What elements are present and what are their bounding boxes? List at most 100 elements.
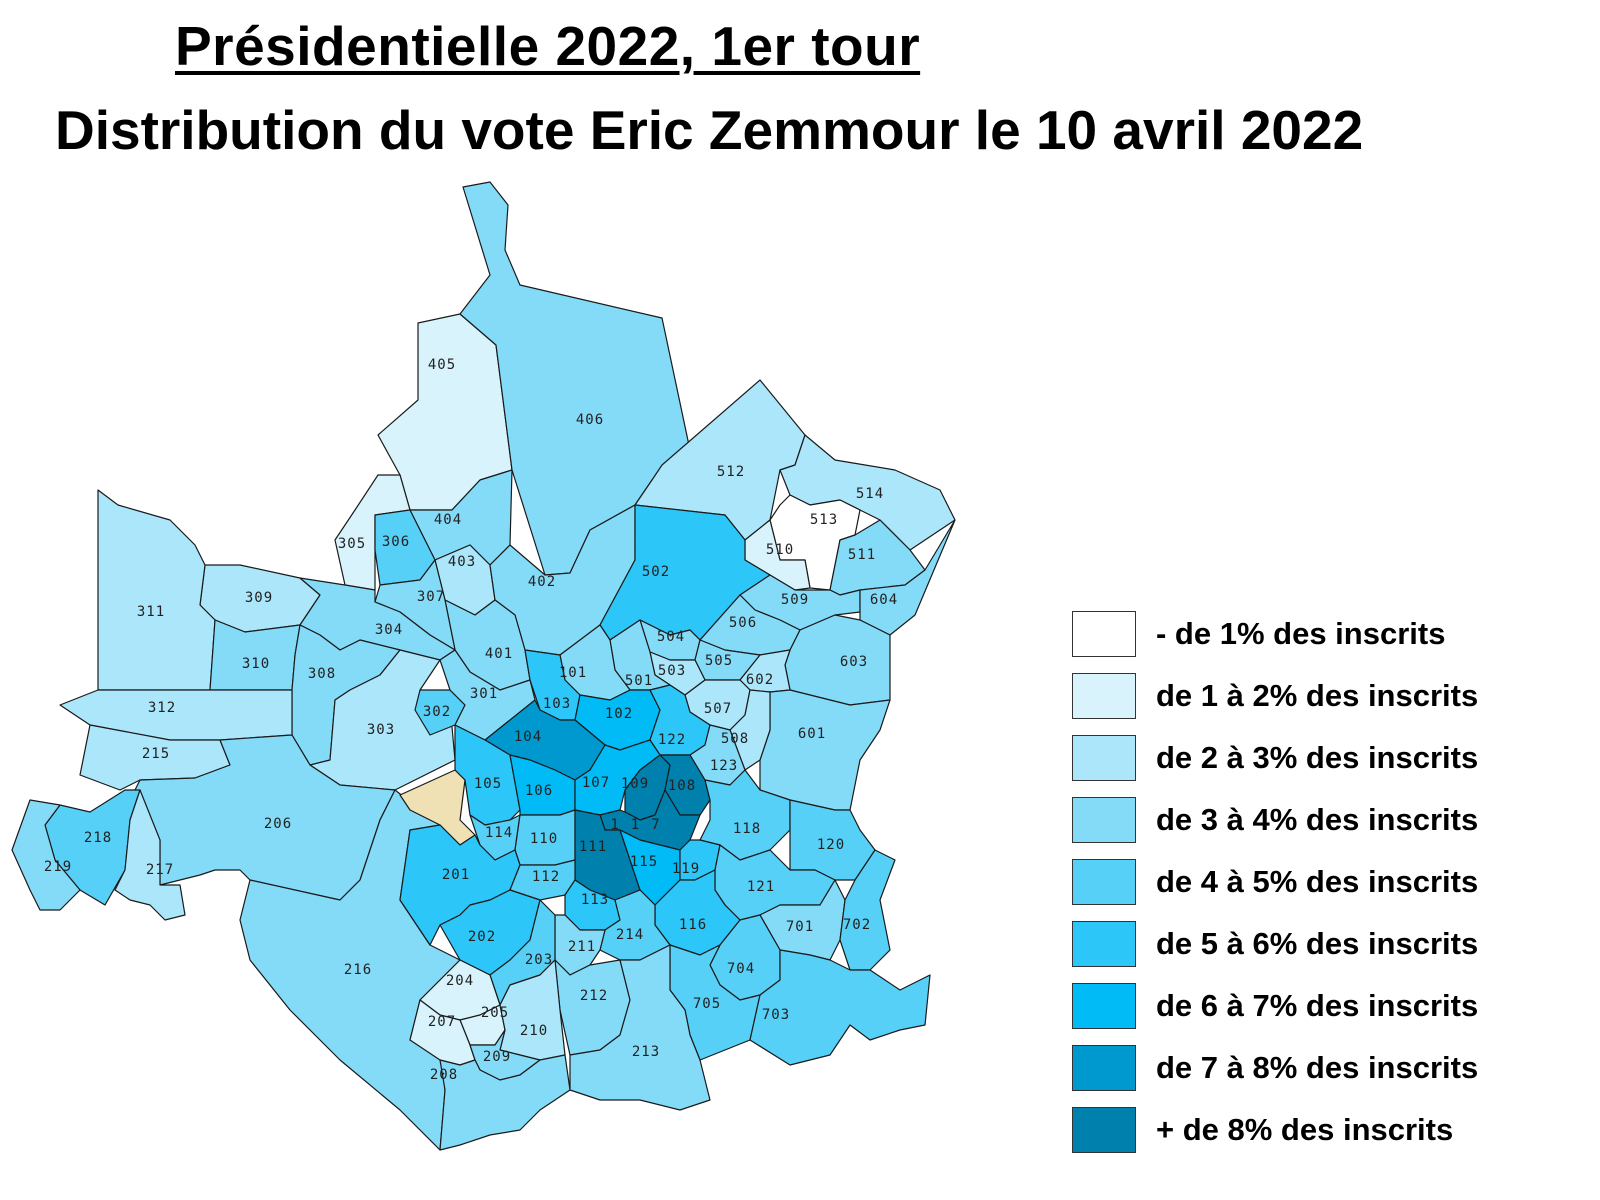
- zone-label-117: 117: [610, 817, 671, 833]
- legend-item: de 1 à 2% des inscrits: [1072, 672, 1592, 720]
- legend-label: - de 1% des inscrits: [1156, 616, 1446, 651]
- zone-label-211: 211: [568, 939, 596, 955]
- zone-label-311: 311: [137, 604, 165, 620]
- zone-label-406: 406: [576, 412, 604, 428]
- legend-label: + de 8% des inscrits: [1156, 1112, 1454, 1147]
- legend-label: de 7 à 8% des inscrits: [1156, 1050, 1479, 1085]
- zone-label-405: 405: [428, 357, 456, 373]
- zone-label-603: 603: [840, 654, 868, 670]
- zone-label-111: 111: [579, 839, 607, 855]
- zone-label-304: 304: [375, 622, 403, 638]
- zone-label-601: 601: [798, 726, 826, 742]
- zone-label-404: 404: [434, 512, 462, 528]
- zone-label-102: 102: [605, 706, 633, 722]
- legend-item: de 3 à 4% des inscrits: [1072, 796, 1592, 844]
- zone-label-210: 210: [520, 1023, 548, 1039]
- zone-label-401: 401: [485, 646, 513, 662]
- legend-swatch: [1072, 797, 1136, 843]
- zone-311: [97, 489, 216, 691]
- zone-label-213: 213: [632, 1044, 660, 1060]
- zone-label-208: 208: [430, 1067, 458, 1083]
- zone-label-302: 302: [423, 704, 451, 720]
- zone-label-504: 504: [657, 629, 685, 645]
- zone-601: [759, 689, 891, 811]
- zone-label-309: 309: [245, 590, 273, 606]
- zone-label-602: 602: [746, 672, 774, 688]
- zone-label-509: 509: [781, 592, 809, 608]
- legend-label: de 1 à 2% des inscrits: [1156, 678, 1479, 713]
- zone-label-604: 604: [870, 592, 898, 608]
- legend-label: de 3 à 4% des inscrits: [1156, 802, 1479, 837]
- zone-label-507: 507: [704, 701, 732, 717]
- zone-label-107: 107: [582, 775, 610, 791]
- zone-label-514: 514: [856, 486, 884, 502]
- zone-label-305: 305: [338, 536, 366, 552]
- zone-label-703: 703: [762, 1007, 790, 1023]
- zone-label-503: 503: [658, 663, 686, 679]
- zone-label-203: 203: [525, 952, 553, 968]
- legend-label: de 2 à 3% des inscrits: [1156, 740, 1479, 775]
- zone-label-206: 206: [264, 816, 292, 832]
- legend-item: de 7 à 8% des inscrits: [1072, 1044, 1592, 1092]
- zone-label-505: 505: [705, 653, 733, 669]
- zone-label-109: 109: [621, 776, 649, 792]
- zone-label-303: 303: [367, 722, 395, 738]
- legend-swatch: [1072, 735, 1136, 781]
- zone-label-113: 113: [581, 892, 609, 908]
- zone-label-104: 104: [514, 729, 542, 745]
- zone-label-216: 216: [344, 962, 372, 978]
- zone-label-214: 214: [616, 927, 644, 943]
- legend-item: de 5 à 6% des inscrits: [1072, 920, 1592, 968]
- zone-label-704: 704: [727, 961, 755, 977]
- choropleth-map: 405 406 404 403 402 401 305 306 307 309 …: [11, 181, 956, 1151]
- legend-swatch: [1072, 1107, 1136, 1153]
- zone-213: [569, 944, 711, 1111]
- zone-label-307: 307: [417, 589, 445, 605]
- legend-swatch: [1072, 1045, 1136, 1091]
- zone-label-201: 201: [442, 867, 470, 883]
- legend-item: de 4 à 5% des inscrits: [1072, 858, 1592, 906]
- zone-label-218: 218: [84, 830, 112, 846]
- page-title: Présidentielle 2022, 1er tour: [175, 15, 921, 77]
- zone-label-308: 308: [308, 666, 336, 682]
- zone-703: [749, 949, 931, 1066]
- zone-label-119: 119: [672, 861, 700, 877]
- zone-label-123: 123: [710, 758, 738, 774]
- zone-label-105: 105: [474, 776, 502, 792]
- zone-214: [599, 889, 671, 961]
- zone-label-402: 402: [528, 574, 556, 590]
- zone-208: [439, 1054, 571, 1151]
- zone-label-118: 118: [733, 821, 761, 837]
- zone-label-205: 205: [481, 1005, 509, 1021]
- zone-217: [114, 789, 186, 921]
- legend-item: + de 8% des inscrits: [1072, 1106, 1592, 1154]
- zone-label-215: 215: [142, 746, 170, 762]
- zone-label-310: 310: [242, 656, 270, 672]
- zone-label-202: 202: [468, 929, 496, 945]
- zone-label-114: 114: [485, 825, 513, 841]
- zone-label-511: 511: [848, 547, 876, 563]
- zone-label-212: 212: [580, 988, 608, 1004]
- zone-label-103: 103: [543, 696, 571, 712]
- legend-item: - de 1% des inscrits: [1072, 610, 1592, 658]
- zone-label-108: 108: [668, 778, 696, 794]
- zone-label-512: 512: [717, 464, 745, 480]
- zone-label-110: 110: [530, 831, 558, 847]
- zone-label-705: 705: [693, 996, 721, 1012]
- legend-item: de 6 à 7% des inscrits: [1072, 982, 1592, 1030]
- zone-label-301: 301: [470, 686, 498, 702]
- legend-swatch: [1072, 611, 1136, 657]
- zone-label-115: 115: [630, 854, 658, 870]
- zone-label-510: 510: [766, 542, 794, 558]
- zone-702: [839, 849, 896, 971]
- legend-item: de 2 à 3% des inscrits: [1072, 734, 1592, 782]
- zone-label-513: 513: [810, 512, 838, 528]
- zone-label-701: 701: [786, 919, 814, 935]
- zone-label-120: 120: [817, 837, 845, 853]
- zone-label-101: 101: [559, 665, 587, 681]
- zone-label-506: 506: [729, 615, 757, 631]
- zone-514: [779, 434, 956, 551]
- legend-label: de 6 à 7% des inscrits: [1156, 988, 1479, 1023]
- zone-label-306: 306: [382, 534, 410, 550]
- zone-219: [11, 799, 81, 911]
